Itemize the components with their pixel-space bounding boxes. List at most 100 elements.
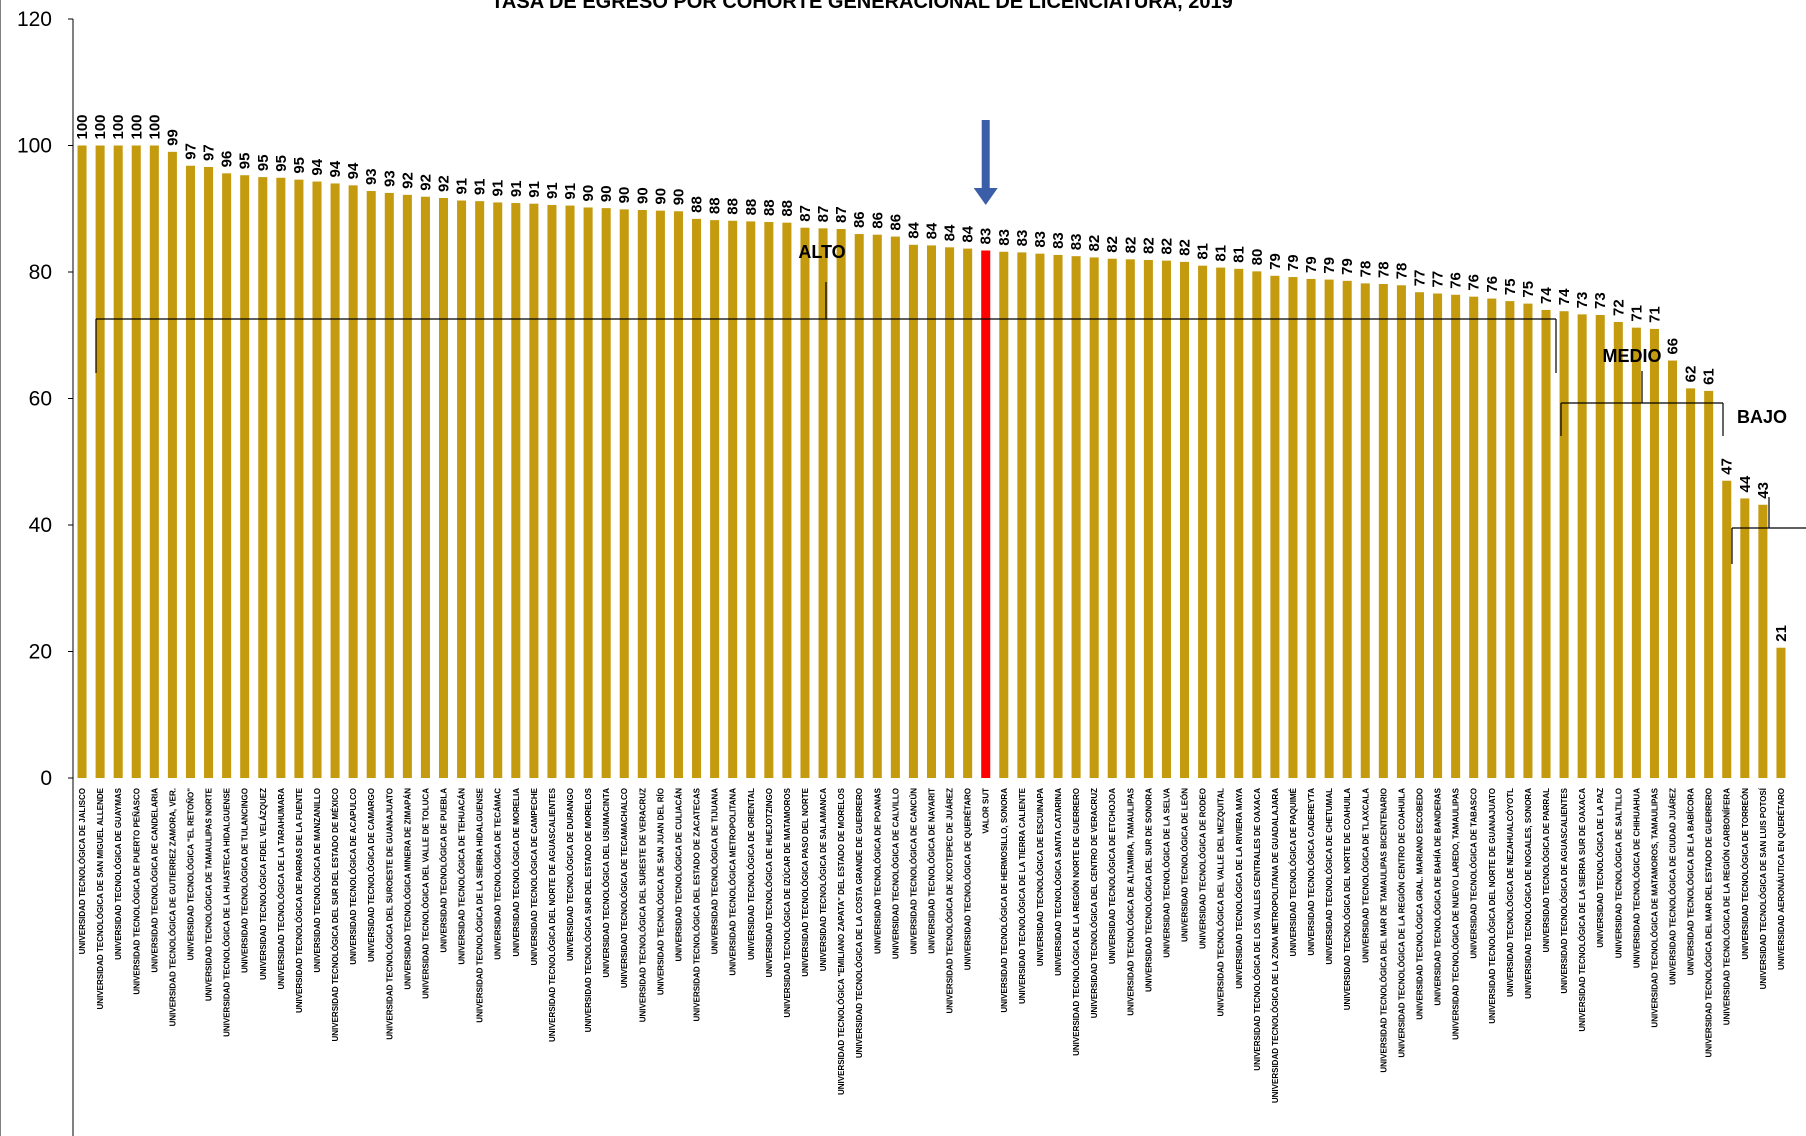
- category-label: UNIVERSIDAD TECNOLÓGICA DE MATAMOROS, TA…: [1650, 787, 1659, 1027]
- bar: [1053, 254, 1063, 779]
- bar: [1595, 315, 1605, 778]
- bar: [746, 221, 756, 778]
- y-tick-label: 0: [40, 767, 52, 790]
- category-label: UNIVERSIDAD TECNOLÓGICA DEL ESTADO DE ZA…: [693, 787, 702, 1021]
- bar: [1631, 327, 1641, 778]
- category-label: UNIVERSIDAD TECNOLÓGICA DE CIUDAD JUÁREZ: [1669, 788, 1678, 985]
- bar: [204, 167, 214, 778]
- category-label: UNIVERSIDAD TECNOLÓGICA DE ALTAMIRA, TAM…: [1126, 787, 1135, 1015]
- bar: [1216, 267, 1226, 778]
- bar: [1396, 285, 1406, 778]
- category-label: UNIVERSIDAD TECNOLÓGICA DE TEHUACÁN: [458, 788, 467, 965]
- category-label: UNIVERSIDAD TECNOLÓGICA DE HERMOSILLO, S…: [1000, 788, 1009, 1013]
- category-label: UNIVERSIDAD TECNOLÓGICA DE LA REGIÓN CEN…: [1397, 788, 1406, 1058]
- value-label: 73: [1574, 292, 1591, 309]
- category-label: UNIVERSIDAD TECNOLÓGICA DE TABASCO: [1470, 788, 1479, 959]
- category-label: UNIVERSIDAD TECNOLÓGICA DE QUERÉTARO: [964, 788, 973, 970]
- bar: [185, 165, 195, 779]
- category-labels: UNIVERSIDAD TECNOLÓGICA DE JALISCO UNIVER…: [78, 787, 1786, 1103]
- bar: [908, 244, 918, 779]
- value-label: 21: [1773, 625, 1790, 642]
- bar: [1668, 360, 1678, 778]
- category-label: UNIVERSIDAD TECNOLÓGICA DE MORELIA: [512, 788, 521, 957]
- value-label: 100: [92, 114, 109, 139]
- category-label: UNIVERSIDAD TECNOLÓGICA DE LA COSTA GRAN…: [855, 788, 864, 1058]
- value-label: 61: [1701, 368, 1718, 385]
- value-label: 75: [1520, 281, 1537, 298]
- category-label: UNIVERSIDAD TECNOLÓGICA DE LEÓN: [1181, 788, 1190, 942]
- value-label: 90: [616, 187, 633, 204]
- value-label: 83: [996, 229, 1013, 246]
- category-label: UNIVERSIDAD TECNOLÓGICA GRAL. MARIANO ES…: [1415, 788, 1424, 1020]
- value-label: 79: [1303, 256, 1320, 273]
- bar: [1613, 321, 1623, 778]
- highlight-arrow: [973, 120, 998, 205]
- value-label: 84: [905, 221, 922, 238]
- bar: [366, 191, 376, 779]
- value-label: 83: [1068, 234, 1085, 251]
- value-label: 83: [1014, 230, 1031, 247]
- category-label: UNIVERSIDAD TECNOLÓGICA DE PARRAL: [1542, 788, 1551, 953]
- bar: [1704, 390, 1714, 778]
- bar: [457, 200, 467, 779]
- category-label: UNIVERSIDAD TECNOLÓGICA DE CAMARGO: [367, 788, 376, 962]
- value-label: 88: [779, 200, 796, 217]
- category-label: UNIVERSIDAD TECNOLÓGICA DE TAMAULIPAS NO…: [205, 787, 214, 1001]
- bar: [1559, 311, 1569, 778]
- category-label: UNIVERSIDAD TECNOLÓGICA DEL CENTRO DE VE…: [1090, 788, 1099, 1018]
- y-tick-label: 120: [17, 8, 52, 31]
- bar: [945, 247, 955, 778]
- bar: [547, 204, 557, 778]
- value-label: 78: [1357, 261, 1374, 278]
- value-label: 93: [381, 170, 398, 187]
- value-label: 78: [1375, 261, 1392, 278]
- category-label: UNIVERSIDAD TECNOLÓGICA DE NOGALES, SONO…: [1524, 788, 1533, 999]
- bar: [926, 245, 937, 778]
- bar: [1740, 498, 1750, 778]
- category-label: UNIVERSIDAD TECNOLÓGICA DE LA TIERRA CAL…: [1018, 787, 1027, 1004]
- value-label: 99: [164, 129, 181, 146]
- value-label: 100: [146, 114, 163, 139]
- category-label: UNIVERSIDAD TECNOLÓGICA DE SAN MIGUEL AL…: [96, 787, 105, 1009]
- value-label: 83: [1032, 231, 1049, 248]
- bar: [529, 203, 539, 778]
- value-label: 100: [74, 114, 91, 139]
- bar: [1541, 309, 1551, 778]
- category-label: UNIVERSIDAD TECNOLÓGICA MINERA DE ZIMAPÁ…: [403, 788, 412, 990]
- value-label: 90: [670, 189, 687, 206]
- value-label: 82: [1086, 235, 1103, 252]
- category-label: UNIVERSIDAD TECNOLÓGICA DE LA SIERRA HID…: [476, 787, 485, 1022]
- category-label: UNIVERSIDAD TECNOLÓGICA CADEREYTA: [1307, 788, 1316, 956]
- category-label: UNIVERSIDAD TECNOLÓGICA DE MANZANILLO: [313, 788, 322, 973]
- value-label: 95: [237, 153, 254, 170]
- category-label: UNIVERSIDAD TECNOLÓGICA DE POANAS: [873, 787, 882, 954]
- bar: [402, 194, 412, 778]
- arrow-shaft: [981, 120, 990, 190]
- value-label: 72: [1610, 299, 1627, 316]
- value-label: 79: [1267, 253, 1284, 270]
- bar: [1270, 275, 1280, 778]
- bar: [1722, 480, 1732, 778]
- value-label: 62: [1683, 366, 1700, 383]
- category-label: UNIVERSIDAD TECNOLÓGICA "EMILIANO ZAPATA…: [837, 787, 846, 1095]
- category-label: UNIVERSIDAD TECNOLÓGICA DE GUAYMAS: [114, 787, 123, 960]
- bar: [1360, 283, 1370, 778]
- bar: [1252, 271, 1262, 778]
- bar: [348, 185, 358, 778]
- bar: [1017, 252, 1027, 778]
- category-label: UNIVERSIDAD TECNOLÓGICA DE CULIACÁN: [674, 788, 683, 962]
- value-label: 74: [1538, 287, 1555, 304]
- value-label: 79: [1339, 258, 1356, 275]
- category-label: UNIVERSIDAD TECNOLÓGICA SUR DEL ESTADO D…: [584, 787, 593, 1032]
- value-label: 87: [833, 206, 850, 223]
- bar: [619, 209, 629, 778]
- value-label: 97: [201, 144, 218, 161]
- y-axis: 0 20 40 60 80 100 120: [0, 0, 74, 1136]
- value-label: 90: [598, 185, 615, 202]
- bar: [1342, 280, 1352, 778]
- category-label: UNIVERSIDAD TECNOLÓGICA METROPOLITANA: [729, 788, 738, 976]
- category-label: VALOR SUT: [982, 788, 991, 834]
- value-label: 88: [761, 199, 778, 216]
- category-label: UNIVERSIDAD TECNOLÓGICA DE GUTIERREZ ZAM…: [168, 788, 177, 1026]
- bar: [438, 197, 449, 778]
